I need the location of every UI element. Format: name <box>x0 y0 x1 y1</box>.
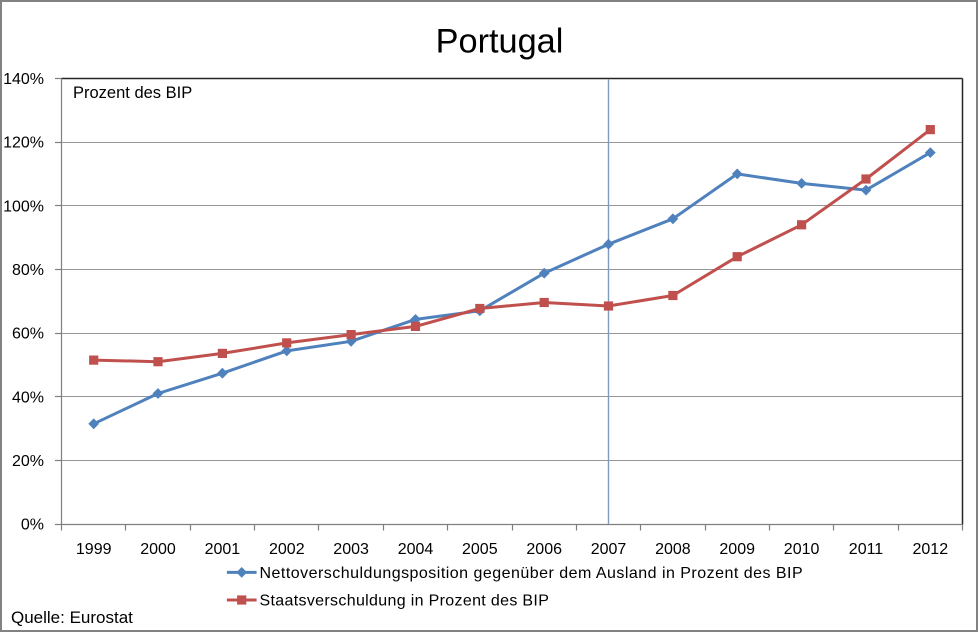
svg-text:2005: 2005 <box>462 541 498 558</box>
svg-text:2009: 2009 <box>719 541 755 558</box>
svg-text:2007: 2007 <box>591 541 627 558</box>
svg-text:2004: 2004 <box>398 541 434 558</box>
svg-text:2003: 2003 <box>333 541 369 558</box>
svg-text:2000: 2000 <box>140 541 176 558</box>
svg-text:Nettoverschuldungsposition geg: Nettoverschuldungsposition gegenüber dem… <box>260 565 804 582</box>
svg-text:120%: 120% <box>3 135 44 152</box>
svg-text:60%: 60% <box>12 326 44 343</box>
svg-text:2008: 2008 <box>655 541 691 558</box>
svg-text:2002: 2002 <box>269 541 305 558</box>
svg-text:2012: 2012 <box>913 541 949 558</box>
svg-text:0%: 0% <box>21 517 44 534</box>
svg-text:40%: 40% <box>12 389 44 406</box>
svg-text:2006: 2006 <box>526 541 562 558</box>
svg-text:2001: 2001 <box>205 541 241 558</box>
svg-text:Prozent des BIP: Prozent des BIP <box>73 84 192 102</box>
svg-text:2010: 2010 <box>784 541 820 558</box>
svg-text:1999: 1999 <box>76 541 112 558</box>
svg-text:100%: 100% <box>3 198 44 215</box>
svg-text:2011: 2011 <box>849 541 884 558</box>
svg-text:Quelle: Eurostat: Quelle: Eurostat <box>11 608 133 627</box>
svg-text:Portugal: Portugal <box>436 23 564 61</box>
svg-text:Staatsverschuldung in Prozent: Staatsverschuldung in Prozent des BIP <box>260 593 550 610</box>
svg-text:140%: 140% <box>3 71 44 88</box>
svg-text:20%: 20% <box>12 453 44 470</box>
svg-text:80%: 80% <box>12 262 44 279</box>
